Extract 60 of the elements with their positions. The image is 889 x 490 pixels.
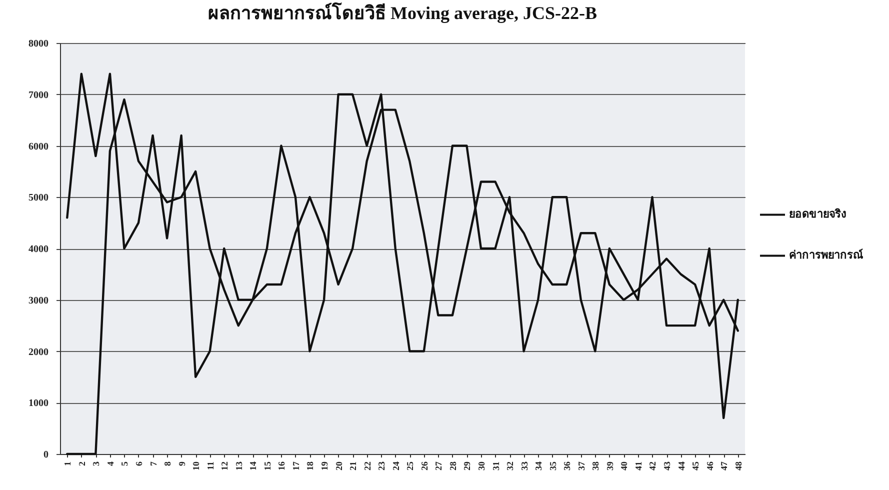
x-tick-label: 32 [505,461,516,470]
y-tick-label: 2000 [28,346,48,358]
x-tick-label: 22 [362,461,372,470]
x-tick-label: 19 [320,461,330,470]
x-tick-label: 21 [348,461,358,470]
x-tick-label: 33 [519,461,530,470]
x-tick-label: 30 [476,461,486,470]
x-tick-label: 23 [376,461,387,470]
x-tick-label: 18 [305,461,316,470]
x-tick-label: 29 [462,461,472,470]
x-tick-label: 45 [690,461,701,470]
x-tick-label: 38 [590,461,601,470]
x-tick-label: 48 [733,461,744,470]
legend-label: ยอดขายจริง [789,208,846,221]
x-tick-label: 28 [448,461,458,470]
x-tick-label: 24 [390,461,401,470]
y-tick-label: 6000 [28,141,48,152]
x-tick-label: 16 [276,461,287,470]
x-tick-label: 37 [576,461,586,470]
x-tick-label: 9 [176,461,187,466]
x-tick-label: 46 [704,461,715,470]
y-tick-label: 7000 [28,90,48,101]
x-tick-label: 17 [290,461,301,470]
x-tick-label: 27 [434,461,444,470]
x-tick-label: 35 [548,461,558,470]
x-tick-label: 8 [162,461,173,466]
x-tick-label: 42 [648,461,658,470]
y-tick-label: 3000 [28,295,48,306]
y-tick-label: 5000 [28,192,48,204]
x-tick-label: 1 [62,461,73,466]
x-tick-label: 2 [76,461,87,466]
x-tick-label: 34 [534,461,544,470]
x-tick-label: 43 [662,461,672,470]
x-tick-label: 11 [205,461,216,470]
x-tick-label: 44 [676,461,686,470]
x-tick-label: 26 [419,461,430,470]
x-tick-label: 6 [134,461,144,466]
x-tick-label: 25 [405,461,416,470]
x-tick-label: 4 [105,461,116,466]
legend-label: ค่าการพยากรณ์ [789,248,864,262]
x-tick-label: 47 [719,461,730,470]
x-tick-label: 12 [220,461,230,470]
x-tick-label: 14 [248,461,258,470]
x-tick-label: 20 [334,461,344,470]
x-tick-label: 10 [191,461,202,470]
x-tick-label: 41 [633,461,644,470]
y-tick-label: 4000 [28,244,48,255]
y-tick-label: 1000 [28,398,48,410]
x-tick-label: 7 [148,461,158,466]
x-tick-label: 36 [562,461,572,470]
x-tick-label: 15 [262,461,272,470]
y-tick-label: 8000 [28,38,48,50]
x-tick-label: 13 [234,461,244,470]
x-tick-label: 31 [490,461,501,470]
y-tick-label: 0 [44,450,48,460]
x-tick-label: 3 [91,461,102,466]
x-tick-label: 40 [619,461,630,470]
x-tick-label: 39 [604,461,615,470]
x-tick-label: 5 [120,461,130,466]
chart-title: ผลการพยากรณ์โดยวิธี Moving average, JCS-22-B [208,2,597,23]
